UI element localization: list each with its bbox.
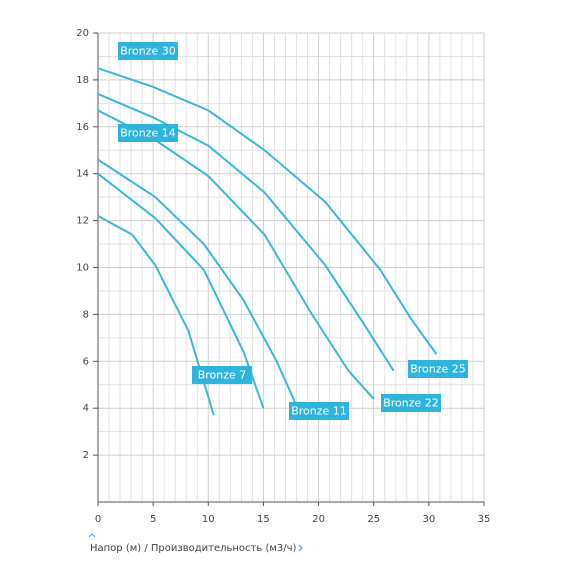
series-line <box>97 215 215 416</box>
legend-label: Bronze 30 <box>120 45 176 58</box>
x-tick-label: 25 <box>367 514 380 525</box>
label-box <box>118 42 178 60</box>
y-tick-label: 10 <box>76 263 89 274</box>
series-label: Bronze 25 <box>408 360 468 378</box>
chevron-icon[interactable] <box>298 544 303 552</box>
legend-label: Bronze 25 <box>410 363 466 376</box>
y-tick-label: 6 <box>83 356 89 367</box>
legend-label: Bronze 14 <box>120 127 176 140</box>
series-line <box>97 158 299 409</box>
y-tick-label: 18 <box>76 75 89 86</box>
y-tick-label: 8 <box>83 309 89 320</box>
y-tick-label: 12 <box>76 216 89 227</box>
series-label: Bronze 11 <box>289 402 349 420</box>
caret-icon <box>88 533 96 538</box>
y-tick-label: 16 <box>76 122 89 133</box>
x-tick-label: 30 <box>422 514 435 525</box>
x-tick-label: 10 <box>202 514 215 525</box>
series-line <box>97 109 375 400</box>
label-box <box>192 366 252 384</box>
x-tick-label: 20 <box>312 514 325 525</box>
label-box <box>381 394 441 412</box>
x-tick-label: 35 <box>478 514 491 525</box>
y-tick-label: 20 <box>76 28 89 39</box>
y-tick-label: 4 <box>83 403 89 414</box>
series-label: Bronze 22 <box>381 394 441 412</box>
legend-label: Bronze 11 <box>291 405 347 418</box>
legend-label: Bronze 7 <box>198 369 247 382</box>
series-line <box>97 67 438 355</box>
label-box <box>118 124 178 142</box>
x-tick-label: 0 <box>95 514 101 525</box>
x-tick-label: 5 <box>150 514 156 525</box>
label-box <box>289 402 349 420</box>
series-label: Bronze 14 <box>118 124 178 142</box>
series-label: Bronze 30 <box>118 42 178 60</box>
series-label: Bronze 7 <box>192 366 252 384</box>
legend-label: Bronze 22 <box>383 397 439 410</box>
label-box <box>408 360 468 378</box>
y-tick-label: 2 <box>83 450 89 461</box>
x-axis-title: Напор (м) / Производительность (м3/ч) <box>90 543 297 554</box>
y-tick-label: 14 <box>76 169 89 180</box>
series-line <box>97 93 395 372</box>
x-tick-label: 15 <box>257 514 270 525</box>
